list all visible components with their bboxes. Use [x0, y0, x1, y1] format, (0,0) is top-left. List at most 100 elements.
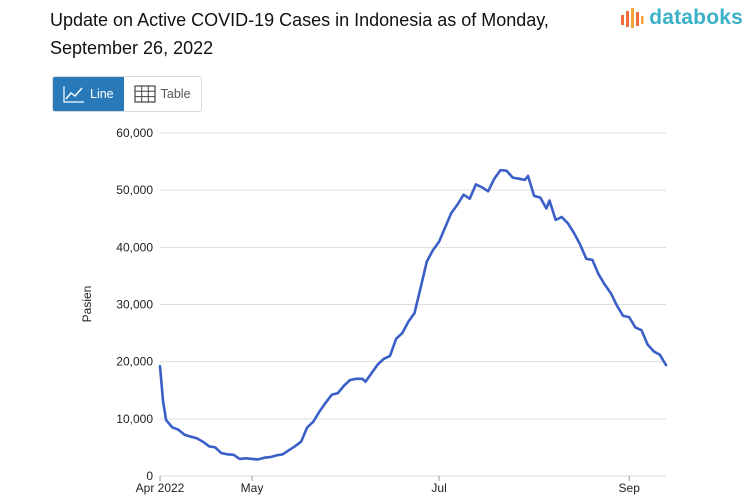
data-point[interactable] — [424, 259, 430, 265]
data-point[interactable] — [430, 247, 436, 253]
data-point[interactable] — [163, 417, 169, 423]
data-point[interactable] — [200, 439, 206, 445]
data-point[interactable] — [341, 383, 347, 389]
chart-title: Update on Active COVID-19 Cases in Indon… — [50, 6, 610, 62]
data-point[interactable] — [323, 400, 329, 406]
data-point[interactable] — [485, 188, 491, 194]
data-point[interactable] — [280, 451, 286, 457]
line-view-button[interactable]: Line — [53, 77, 124, 111]
data-point[interactable] — [175, 427, 181, 433]
data-point[interactable] — [537, 195, 543, 201]
data-point[interactable] — [504, 168, 510, 174]
data-point[interactable] — [543, 206, 549, 212]
data-point[interactable] — [583, 256, 589, 262]
data-point[interactable] — [571, 230, 577, 236]
data-point[interactable] — [231, 452, 237, 458]
data-point[interactable] — [310, 419, 316, 425]
line-chart-icon — [63, 86, 84, 103]
series-line[interactable] — [158, 168, 668, 461]
data-point[interactable] — [473, 181, 479, 187]
data-point[interactable] — [559, 214, 565, 220]
data-point[interactable] — [298, 439, 304, 445]
data-point[interactable] — [632, 324, 638, 330]
data-point[interactable] — [510, 175, 516, 181]
data-point[interactable] — [651, 348, 657, 354]
data-point[interactable] — [255, 456, 261, 462]
data-point[interactable] — [261, 455, 267, 461]
data-point[interactable] — [479, 184, 485, 190]
data-point[interactable] — [274, 452, 280, 458]
data-point[interactable] — [531, 193, 537, 199]
data-point[interactable] — [602, 282, 608, 288]
data-point[interactable] — [626, 314, 632, 320]
data-point[interactable] — [565, 220, 571, 226]
x-tick-label: May — [241, 481, 264, 495]
data-point[interactable] — [335, 390, 341, 396]
data-point[interactable] — [645, 342, 651, 348]
table-view-button[interactable]: Table — [124, 77, 201, 111]
data-point[interactable] — [516, 176, 522, 182]
data-point[interactable] — [663, 362, 669, 368]
data-point[interactable] — [608, 290, 614, 296]
data-point[interactable] — [399, 330, 405, 336]
data-point[interactable] — [218, 450, 224, 456]
data-point[interactable] — [347, 377, 353, 383]
data-point[interactable] — [381, 356, 387, 362]
data-point[interactable] — [182, 432, 188, 438]
y-tick-label: 30,000 — [116, 298, 153, 312]
data-point[interactable] — [442, 224, 448, 230]
data-point[interactable] — [436, 239, 442, 245]
data-point[interactable] — [375, 362, 381, 368]
data-point[interactable] — [589, 257, 595, 263]
data-point[interactable] — [525, 173, 531, 179]
data-point[interactable] — [237, 456, 243, 462]
data-point[interactable] — [157, 363, 163, 369]
data-point[interactable] — [329, 392, 335, 398]
data-point[interactable] — [225, 451, 231, 457]
brand-logo[interactable]: databoks — [620, 6, 743, 30]
data-point[interactable] — [243, 455, 249, 461]
data-point[interactable] — [467, 196, 473, 202]
data-point[interactable] — [363, 379, 369, 385]
data-point[interactable] — [292, 443, 298, 449]
data-point[interactable] — [412, 310, 418, 316]
data-point[interactable] — [497, 167, 503, 173]
data-point[interactable] — [369, 370, 375, 376]
x-tick-label: Jul — [431, 481, 446, 495]
data-point[interactable] — [639, 327, 645, 333]
data-point[interactable] — [249, 456, 255, 462]
data-point[interactable] — [160, 399, 166, 405]
data-point[interactable] — [286, 447, 292, 453]
data-point[interactable] — [353, 376, 359, 382]
data-point[interactable] — [304, 424, 310, 430]
y-tick-label: 60,000 — [116, 126, 153, 140]
data-point[interactable] — [317, 408, 323, 414]
data-point[interactable] — [461, 192, 467, 198]
data-point[interactable] — [405, 319, 411, 325]
data-point[interactable] — [448, 210, 454, 216]
data-point[interactable] — [387, 353, 393, 359]
line-view-label: Line — [90, 87, 114, 101]
data-point[interactable] — [188, 434, 194, 440]
data-point[interactable] — [194, 435, 200, 441]
data-point[interactable] — [418, 284, 424, 290]
data-point[interactable] — [267, 454, 273, 460]
data-point[interactable] — [206, 443, 212, 449]
data-point[interactable] — [596, 271, 602, 277]
data-point[interactable] — [547, 198, 553, 204]
data-point[interactable] — [614, 303, 620, 309]
data-point[interactable] — [553, 217, 559, 223]
view-toggle: Line Table — [52, 76, 202, 112]
table-grid-icon — [134, 85, 156, 103]
data-point[interactable] — [620, 313, 626, 319]
data-point[interactable] — [491, 176, 497, 182]
data-point[interactable] — [657, 352, 663, 358]
data-point[interactable] — [393, 336, 399, 342]
data-point[interactable] — [577, 242, 583, 248]
data-point[interactable] — [455, 202, 461, 208]
y-tick-label: 10,000 — [116, 412, 153, 426]
data-point[interactable] — [169, 424, 175, 430]
data-point[interactable] — [212, 444, 218, 450]
y-axis-label: Pasien — [80, 286, 94, 323]
